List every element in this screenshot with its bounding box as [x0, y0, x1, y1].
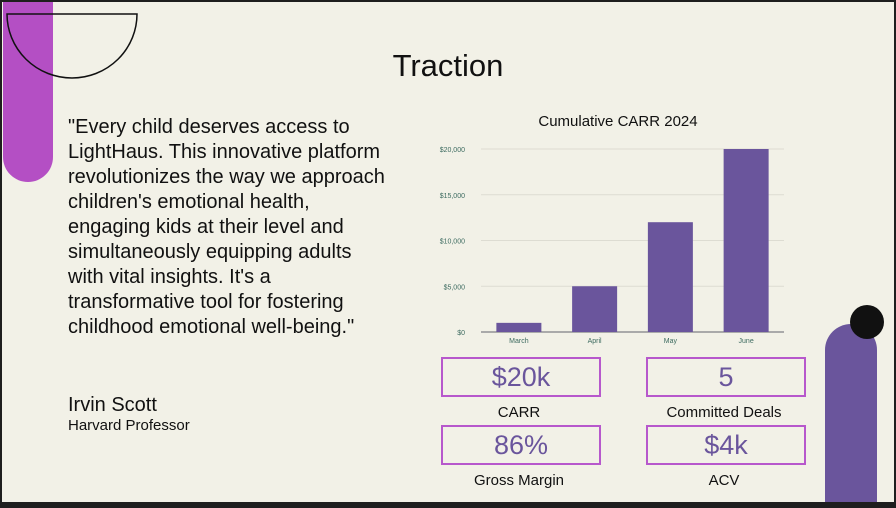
bar-april: [572, 286, 618, 332]
metric-acv-value: $4k: [646, 425, 806, 465]
quote-author-role: Harvard Professor: [68, 417, 190, 434]
slide-canvas: Traction "Every child deserves access to…: [2, 2, 894, 502]
metric-carr-label: CARR: [497, 404, 541, 421]
half-circle-outline-icon: [6, 13, 138, 79]
bar-may: [647, 222, 693, 332]
bar-chart: $0 $5,000 $10,000 $15,000 $20,000 March April M…: [440, 147, 784, 345]
y-tick-label: $0: [457, 330, 465, 337]
metric-carr-value: $20k: [441, 357, 601, 397]
decorative-black-dot: [850, 305, 884, 339]
x-tick-label: May: [664, 338, 678, 345]
quote-author: Irvin Scott: [68, 394, 157, 416]
metric-deals-label: Committed Deals: [666, 404, 782, 421]
testimonial-quote: "Every child deserves access to LightHau…: [68, 116, 385, 338]
metric-deals-value: 5: [646, 357, 806, 397]
decorative-purple-bar: [825, 324, 877, 502]
x-tick-label: April: [588, 338, 602, 345]
bar-march: [496, 322, 542, 332]
x-tick-label: March: [509, 338, 529, 345]
x-tick-label: June: [739, 338, 754, 345]
metric-acv-label: ACV: [708, 472, 740, 489]
y-tick-label: $5,000: [444, 284, 466, 291]
y-tick-label: $20,000: [440, 147, 465, 154]
metric-margin-value: 86%: [441, 425, 601, 465]
y-tick-label: $10,000: [440, 239, 465, 246]
chart-title: Cumulative CARR 2024: [538, 113, 698, 130]
page-title: Traction: [392, 48, 504, 83]
bar-june: [723, 149, 769, 332]
metric-margin-label: Gross Margin: [473, 472, 565, 489]
decorative-magenta-bar: [3, 2, 53, 182]
y-tick-label: $15,000: [440, 193, 465, 200]
